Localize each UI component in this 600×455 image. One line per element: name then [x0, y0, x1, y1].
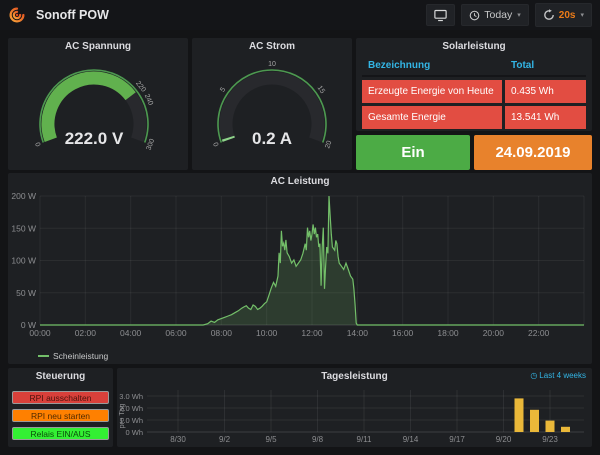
svg-text:20: 20 [324, 140, 333, 150]
svg-text:9/23: 9/23 [542, 435, 558, 444]
svg-text:9/14: 9/14 [403, 435, 419, 444]
svg-text:0: 0 [211, 142, 219, 148]
panel-title[interactable]: AC Strom [248, 41, 296, 52]
panel-solarleistung: Solarleistung Bezeichnung Total Erzeugte… [356, 38, 592, 131]
svg-text:10:00: 10:00 [256, 328, 278, 338]
cell-label: Gesamte Energie [362, 106, 502, 129]
svg-text:0 Wh: 0 Wh [125, 428, 143, 437]
svg-text:9/2: 9/2 [219, 435, 231, 444]
grafana-logo[interactable] [8, 6, 26, 24]
svg-text:0.2 A: 0.2 A [252, 129, 292, 148]
monitor-icon [434, 9, 447, 21]
panel-steuerung: Steuerung RPI ausschalten RPI neu starte… [8, 368, 113, 447]
svg-text:06:00: 06:00 [165, 328, 187, 338]
svg-text:14:00: 14:00 [347, 328, 369, 338]
grafana-logo-icon [9, 7, 25, 23]
svg-text:18:00: 18:00 [437, 328, 459, 338]
svg-text:9/20: 9/20 [496, 435, 512, 444]
series-color-dash [38, 354, 49, 358]
chart-legend[interactable]: Scheinleistung [38, 351, 108, 361]
svg-text:300: 300 [146, 138, 157, 151]
date-value: 24.09.2019 [495, 144, 571, 161]
panel-title[interactable]: Steuerung [35, 371, 86, 382]
svg-text:00:00: 00:00 [29, 328, 51, 338]
control-button-rpi-ausschalten[interactable]: RPI ausschalten [12, 391, 109, 404]
relay-stat-panel: Ein [356, 135, 470, 170]
svg-text:150 W: 150 W [11, 223, 36, 233]
clock-icon [469, 10, 480, 20]
svg-text:240: 240 [143, 93, 154, 107]
svg-text:8/30: 8/30 [170, 435, 186, 444]
panel-tagesleistung: Tagesleistung ◷ Last 4 weeks 8/30 9/2 9/5 9… [117, 368, 592, 447]
navbar: Sonoff POW Today ▾ 20s ▾ [0, 0, 600, 30]
svg-text:08:00: 08:00 [211, 328, 233, 338]
chevron-down-icon: ▾ [517, 12, 521, 19]
date-stat-panel: 24.09.2019 [474, 135, 592, 170]
control-button-rpi-neu-starten[interactable]: RPI neu starten [12, 409, 109, 422]
cell-label: Erzeugte Energie von Heute [362, 80, 502, 103]
daily-chart-svg: 8/30 9/2 9/5 9/8 9/11 9/14 9/17 9/20 9/23 0 Wh 1.0… [117, 390, 584, 444]
svg-text:3.0 Wh: 3.0 Wh [119, 392, 143, 401]
kiosk-mode-button[interactable] [426, 4, 456, 26]
svg-text:200 W: 200 W [11, 191, 36, 201]
svg-text:12:00: 12:00 [301, 328, 323, 338]
panel-title[interactable]: Solarleistung [442, 41, 506, 52]
svg-text:220: 220 [134, 80, 147, 94]
control-button-list: RPI ausschalten RPI neu starten Relais E… [8, 384, 113, 440]
panel-title[interactable]: AC Leistung [270, 176, 330, 187]
svg-text:1.0 Wh: 1.0 Wh [119, 416, 143, 425]
svg-text:5: 5 [219, 86, 227, 93]
svg-text:2.0 Wh: 2.0 Wh [119, 404, 143, 413]
svg-text:pro Tag: pro Tag [117, 404, 126, 429]
table-row: Gesamte Energie 13.541 Wh [362, 106, 586, 129]
cell-value: 0.435 Wh [505, 80, 586, 103]
svg-text:100 W: 100 W [11, 256, 36, 266]
panel-title[interactable]: AC Spannung [64, 41, 132, 52]
svg-text:02:00: 02:00 [75, 328, 97, 338]
solar-table: Bezeichnung Total Erzeugte Energie von H… [356, 54, 592, 129]
panel-title[interactable]: Tagesleistung [321, 371, 388, 382]
clock-icon: ◷ [530, 371, 538, 380]
svg-text:04:00: 04:00 [120, 328, 142, 338]
time-note-label: Last 4 weeks [539, 371, 586, 380]
panel-ac-spannung: AC Spannung 0 220 240 300 222.0 V [8, 38, 188, 170]
svg-text:9/5: 9/5 [265, 435, 277, 444]
svg-text:16:00: 16:00 [392, 328, 414, 338]
column-header-bezeichnung[interactable]: Bezeichnung [368, 60, 431, 71]
control-button-relais-ein-aus[interactable]: Relais EIN/AUS [12, 427, 109, 440]
svg-text:15: 15 [316, 85, 326, 95]
refresh-control[interactable]: 20s ▾ [534, 3, 592, 27]
svg-text:20:00: 20:00 [483, 328, 505, 338]
chevron-down-icon: ▾ [580, 12, 584, 19]
svg-text:9/17: 9/17 [449, 435, 465, 444]
table-header-row: Bezeichnung Total [362, 56, 586, 77]
relay-state-value: Ein [401, 144, 425, 161]
time-range-note[interactable]: ◷ Last 4 weeks [530, 371, 586, 380]
svg-text:9/8: 9/8 [312, 435, 324, 444]
current-gauge-svg: 0 5 10 15 20 0.2 A [211, 61, 333, 150]
svg-text:0 W: 0 W [21, 320, 36, 330]
refresh-interval-label[interactable]: 20s [558, 9, 576, 21]
refresh-icon[interactable] [543, 9, 555, 21]
svg-text:10: 10 [268, 61, 276, 68]
dashboard-title[interactable]: Sonoff POW [36, 8, 109, 22]
power-chart-svg: 0 W 50 W 100 W 150 W 200 W 00:00 02:00 04:00 06:… [11, 191, 585, 338]
table-row: Erzeugte Energie von Heute 0.435 Wh [362, 80, 586, 103]
svg-text:50 W: 50 W [16, 288, 36, 298]
svg-text:9/11: 9/11 [357, 435, 373, 444]
cell-value: 13.541 Wh [505, 106, 586, 129]
time-range-label: Today [484, 9, 513, 21]
panel-ac-leistung: AC Leistung 0 W 50 W 100 W 150 W 200 W 00:00 0… [8, 173, 592, 364]
series-name: Scheinleistung [53, 351, 109, 361]
panel-ac-strom: AC Strom 0 5 10 15 20 0.2 A [192, 38, 352, 170]
svg-text:22:00: 22:00 [528, 328, 550, 338]
svg-text:0: 0 [33, 142, 41, 148]
time-range-picker[interactable]: Today ▾ [461, 4, 529, 26]
column-header-total[interactable]: Total [511, 60, 535, 71]
svg-text:222.0 V: 222.0 V [65, 129, 124, 148]
